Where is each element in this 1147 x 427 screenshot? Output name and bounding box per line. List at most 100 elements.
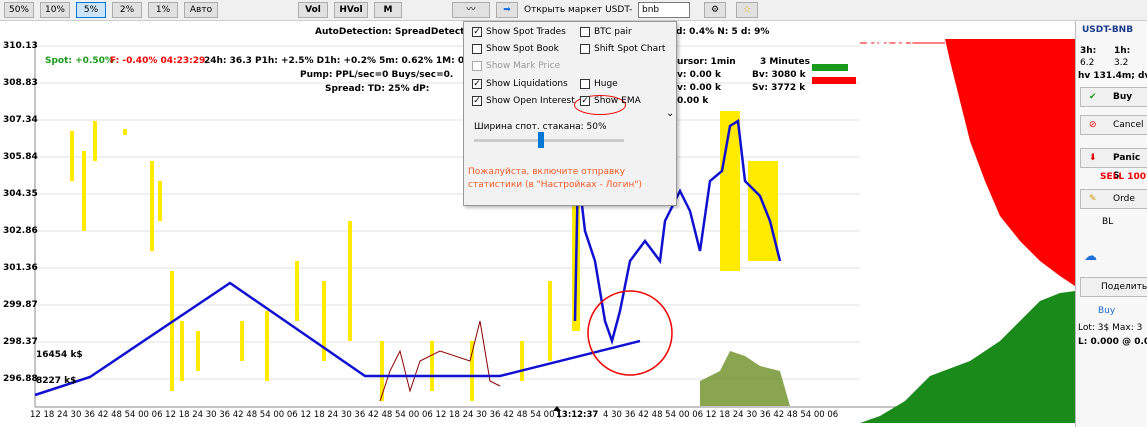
checkbox-box[interactable]: ✓	[472, 27, 482, 37]
order-button[interactable]: ✎ Orde	[1080, 189, 1147, 209]
checkbox-label: Shift Spot Chart	[594, 44, 666, 54]
checkbox-label: Huge	[594, 79, 618, 89]
checkbox[interactable]: BTC pair	[580, 26, 632, 40]
highlight-circle	[587, 290, 673, 376]
y-tick-label: 304.35	[3, 189, 38, 199]
y-tick-label: 298.37	[3, 337, 38, 347]
checkbox-box[interactable]: ✓	[580, 96, 590, 106]
warning-line: Пожалуйста, включите отправку	[468, 167, 626, 177]
warning: Пожалуйста, включите отправку статистики …	[468, 166, 642, 192]
toolbar-button[interactable]: 2%	[112, 2, 142, 18]
slider-label: Ширина спот. стакана: 50%	[474, 122, 607, 132]
checkbox-box[interactable]: ✓	[472, 96, 482, 106]
toolbar-button[interactable]: 5%	[76, 2, 106, 18]
checkbox[interactable]: ✓ Show Open Interest	[472, 95, 575, 109]
ema-line	[34, 281, 641, 397]
info-f: F: -0.40% 04:23:29	[110, 56, 206, 66]
checkbox[interactable]: Show Spot Book	[472, 43, 559, 57]
lot-text: Lot: 3$ Max: 3	[1078, 323, 1143, 333]
warning-line: статистики (в "Настройках - Логин")	[468, 180, 642, 190]
checkbox-label: Show Mark Price	[486, 61, 561, 71]
toolbar-button[interactable]: HVol	[334, 2, 368, 18]
cancel-button[interactable]: ⊘ Cancel	[1080, 115, 1147, 135]
y-tick-label: 305.84	[3, 152, 38, 162]
checkbox-box[interactable]	[580, 44, 590, 54]
oi-area	[700, 351, 790, 406]
checkbox-box[interactable]	[580, 27, 590, 37]
chart-title: AutoDetection: SpreadDetection	[315, 27, 481, 37]
toolbar-button[interactable]: Авто	[184, 2, 218, 18]
toolbar-button[interactable]: 50%	[4, 2, 34, 18]
y-tick-label: 296.88	[3, 374, 38, 384]
toolbar-button[interactable]: 10%	[40, 2, 70, 18]
expand-arrow[interactable]: ⌄	[666, 108, 675, 119]
checkbox[interactable]: ✓ Show Liquidations	[472, 78, 568, 92]
info-rest: 24h: 36.3 P1h: +2.5% D1h: +0.2% 5m: 0.62…	[204, 56, 481, 66]
timeframe-line: Sv: 3772 k	[752, 83, 806, 93]
slider-track	[474, 139, 624, 142]
star-button[interactable]: ☆	[736, 2, 758, 18]
checkbox-label: Show EMA	[594, 96, 641, 106]
checkbox-box[interactable]: ✓	[472, 79, 482, 89]
y-tick-label: 310.13	[3, 41, 38, 51]
checkbox[interactable]: Shift Spot Chart	[580, 43, 665, 57]
x-axis-labels: 4 30 36 42 48 54 00 06 12 18 24 30 36 42…	[603, 410, 839, 420]
button-text: Orde	[1113, 194, 1135, 204]
price-line	[573, 118, 782, 346]
sv-bar	[812, 77, 856, 84]
y-tick-label: 308.83	[3, 78, 38, 88]
cursor-line: v: 0.00 k	[677, 70, 721, 80]
checkbox-label: Show Open Interest	[486, 96, 575, 106]
timeframe-info: 3 Minutes Bv: 3080 k Sv: 3772 k	[752, 56, 810, 95]
cursor-marker	[553, 406, 561, 411]
icon-button[interactable]: 〰	[452, 2, 490, 18]
bid-book	[860, 291, 1075, 423]
cursor-info: ursor: 1min v: 0.00 k v: 0.00 k 0.00 k	[677, 56, 736, 108]
sell-text: SELL 100'	[1100, 172, 1147, 182]
toolbar-button[interactable]: 1%	[148, 2, 178, 18]
l-text: L: 0.000 @ 0.0	[1078, 337, 1147, 347]
checkbox[interactable]: ✓ Show EMA	[580, 95, 641, 109]
buy-button[interactable]: ✔ Buy	[1080, 87, 1147, 107]
stat-value: 3.2	[1114, 58, 1129, 68]
split-button[interactable]: Поделить	[1080, 277, 1147, 297]
market-label: Открыть маркет USDT-	[524, 5, 633, 15]
ask-book	[945, 39, 1075, 286]
volume-label: 16454 k$	[36, 350, 83, 360]
bl-label: BL	[1102, 217, 1114, 227]
market-input[interactable]: bnb	[638, 2, 690, 18]
arrow-button[interactable]: ➡	[496, 2, 518, 18]
info-spot: Spot: +0.50%	[45, 56, 114, 66]
info-pump: Pump: PPL/sec=0 Buys/sec=0.	[300, 70, 454, 80]
toolbar-button[interactable]: Vol	[298, 2, 328, 18]
info-spread: Spread: TD: 25% dP:	[325, 84, 430, 94]
bv-bar	[812, 64, 848, 71]
icon-button[interactable]: ⚙	[704, 2, 726, 18]
timeframe-line: Bv: 3080 k	[752, 70, 806, 80]
symbol: USDT-BNB	[1082, 25, 1134, 35]
button-text: Cancel	[1113, 120, 1144, 130]
y-tick-label: 302.86	[3, 226, 38, 236]
slider-thumb[interactable]	[538, 132, 544, 148]
checkbox-box	[472, 61, 482, 71]
y-tick-label: 301.36	[3, 263, 38, 273]
checkbox-box[interactable]	[472, 44, 482, 54]
stat-label: 1h:	[1114, 46, 1131, 56]
spot-line	[379, 320, 501, 402]
stat-value: 6.2	[1080, 58, 1095, 68]
volume-label: 8227 k$	[36, 376, 77, 386]
cursor-line: ursor: 1min	[677, 57, 736, 67]
checkbox-label: BTC pair	[594, 27, 632, 37]
checkbox[interactable]: Huge	[580, 78, 618, 92]
checkbox[interactable]: ✓ Show Spot Trades	[472, 26, 566, 40]
cursor-line: v: 0.00 k	[677, 83, 721, 93]
buy-option[interactable]: Buy	[1098, 306, 1116, 316]
checkbox-label: Show Spot Trades	[486, 27, 566, 37]
cloud-icon[interactable]: ☁	[1084, 249, 1097, 264]
chart-title-right: d: 0.4% N: 5 d: 9%	[676, 27, 770, 37]
toolbar-button[interactable]: M	[374, 2, 402, 18]
checkbox-box[interactable]	[580, 79, 590, 89]
panic-button[interactable]: ⬇ Panic S	[1080, 148, 1147, 181]
price-tag: 5670.25 k	[866, 42, 917, 52]
